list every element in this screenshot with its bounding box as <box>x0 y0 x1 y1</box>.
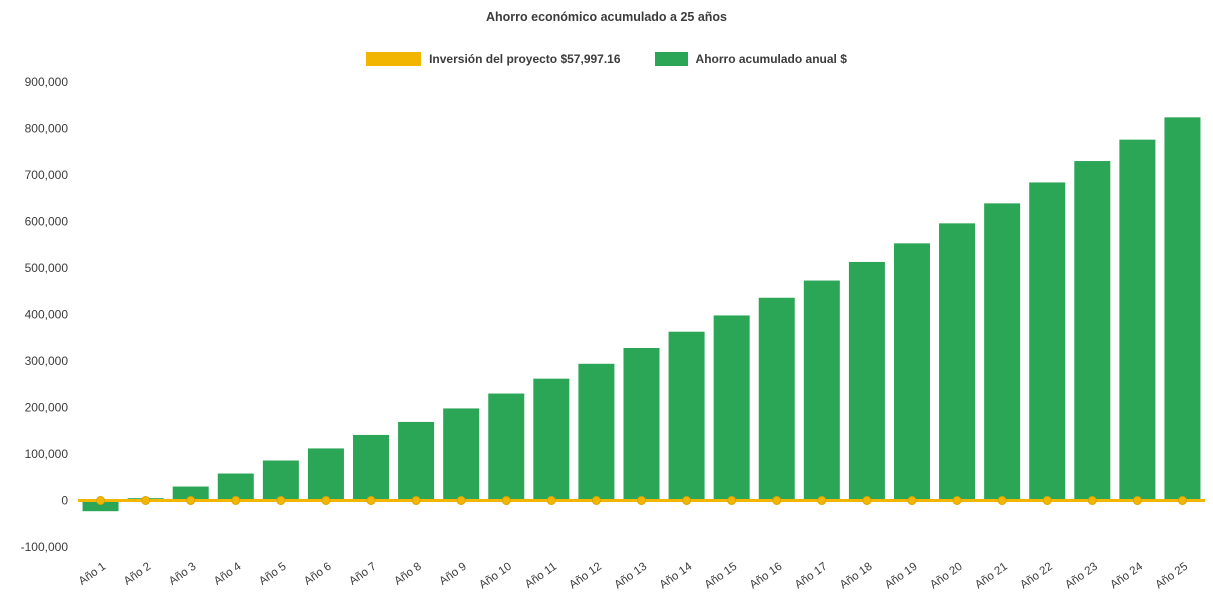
chart-title: Ahorro económico acumulado a 25 años <box>485 10 728 24</box>
investment-line-marker-icon <box>1042 496 1052 505</box>
x-tick-label: Año 2 <box>122 561 154 588</box>
bar-año-14 <box>668 331 705 501</box>
x-tick-label: Año 7 <box>347 561 379 588</box>
x-tick-label: Año 18 <box>838 561 875 592</box>
investment-line-marker-icon <box>321 496 331 505</box>
investment-line-marker-icon <box>682 496 692 505</box>
investment-line-marker-icon <box>411 496 421 505</box>
x-tick-label: Año 23 <box>1063 561 1100 592</box>
bar-año-23 <box>1074 161 1111 501</box>
x-tick-label: Año 8 <box>392 561 424 588</box>
y-tick-label: 900,000 <box>25 75 69 89</box>
x-tick-label: Año 3 <box>167 561 199 588</box>
investment-line-marker-icon <box>637 496 646 505</box>
bar-año-6 <box>307 448 344 501</box>
x-tick-label: Año 19 <box>883 561 920 592</box>
y-tick-label: 700,000 <box>25 168 69 182</box>
investment-line-marker-icon <box>997 496 1007 505</box>
investment-line-marker-icon <box>1087 496 1097 505</box>
bar-año-10 <box>488 393 525 501</box>
investment-line-marker-icon <box>456 496 466 505</box>
investment-line-marker-icon <box>366 496 376 505</box>
investment-line-marker-icon <box>727 496 737 505</box>
x-tick-label: Año 17 <box>793 561 830 592</box>
bar-año-11 <box>533 378 570 501</box>
y-tick-label: 800,000 <box>25 122 69 136</box>
investment-line-marker-icon <box>501 496 511 505</box>
investment-line-marker-icon <box>186 496 196 505</box>
legend-swatch-investment-icon <box>366 52 422 66</box>
bar-año-12 <box>578 363 615 501</box>
legend-item-investment[interactable]: Inversión del proyecto $57,997.16 <box>366 52 621 66</box>
bar-año-25 <box>1164 117 1201 501</box>
y-tick-label: 200,000 <box>25 401 69 415</box>
x-tick-label: Año 5 <box>257 561 289 588</box>
x-tick-label: Año 12 <box>567 561 604 592</box>
x-tick-label: Año 11 <box>523 561 559 591</box>
investment-line-marker-icon <box>591 496 601 505</box>
y-tick-label: 500,000 <box>25 261 69 275</box>
x-tick-label: Año 25 <box>1153 561 1190 592</box>
investment-line-marker-icon <box>1132 496 1142 505</box>
bar-año-21 <box>984 203 1021 501</box>
bar-año-5 <box>262 460 299 501</box>
y-tick-label: -100,000 <box>21 540 69 554</box>
investment-line-marker-icon <box>862 496 872 505</box>
investment-line-marker-icon <box>276 496 286 505</box>
bar-año-16 <box>758 297 795 501</box>
investment-line-marker-icon <box>952 496 962 505</box>
bar-año-22 <box>1029 182 1066 501</box>
x-tick-label: Año 9 <box>437 561 469 588</box>
investment-line-marker-icon <box>1177 496 1187 505</box>
bar-año-24 <box>1119 139 1156 501</box>
y-tick-label: 600,000 <box>25 215 69 229</box>
x-tick-label: Año 20 <box>928 561 965 592</box>
bar-año-18 <box>848 261 885 501</box>
investment-line-marker-icon <box>96 496 106 505</box>
x-tick-label: Año 16 <box>748 561 785 592</box>
x-tick-label: Año 6 <box>302 561 334 588</box>
x-tick-label: Año 22 <box>1018 561 1055 592</box>
x-tick-label: Año 1 <box>77 561 109 588</box>
legend-swatch-savings-icon <box>654 52 688 66</box>
bar-año-9 <box>443 408 480 501</box>
bar-año-13 <box>623 347 660 501</box>
investment-line-marker-icon <box>231 496 241 505</box>
investment-line-marker-icon <box>772 496 782 505</box>
bar-año-15 <box>713 315 750 501</box>
x-tick-label: Año 10 <box>477 561 514 592</box>
legend-item-savings[interactable]: Ahorro acumulado anual $ <box>654 52 847 66</box>
bar-año-19 <box>893 243 930 501</box>
x-tick-label: Año 4 <box>212 560 244 587</box>
bar-año-20 <box>939 223 976 501</box>
bar-año-1 <box>82 500 119 512</box>
legend-label-savings: Ahorro acumulado anual $ <box>695 52 847 66</box>
investment-line-marker-icon <box>141 496 151 505</box>
y-tick-label: 400,000 <box>25 308 69 322</box>
y-tick-label: 300,000 <box>25 354 69 368</box>
y-tick-label: 100,000 <box>25 447 69 461</box>
legend-label-investment: Inversión del proyecto $57,997.16 <box>429 52 621 66</box>
bar-año-8 <box>398 421 435 501</box>
x-tick-label: Año 15 <box>703 561 740 592</box>
x-tick-label: Año 13 <box>612 561 649 592</box>
y-tick-label: 0 <box>61 494 68 508</box>
x-tick-label: Año 24 <box>1108 560 1145 591</box>
chart-legend: Inversión del proyecto $57,997.16 Ahorro… <box>0 52 1213 66</box>
bar-año-3 <box>172 486 209 501</box>
investment-line-marker-icon <box>817 496 827 505</box>
bar-año-17 <box>803 280 840 501</box>
investment-line-marker-icon <box>907 496 917 505</box>
bar-año-7 <box>353 434 390 501</box>
x-tick-label: Año 21 <box>973 561 1010 592</box>
x-tick-label: Año 14 <box>658 560 695 591</box>
investment-line-marker-icon <box>546 496 556 505</box>
